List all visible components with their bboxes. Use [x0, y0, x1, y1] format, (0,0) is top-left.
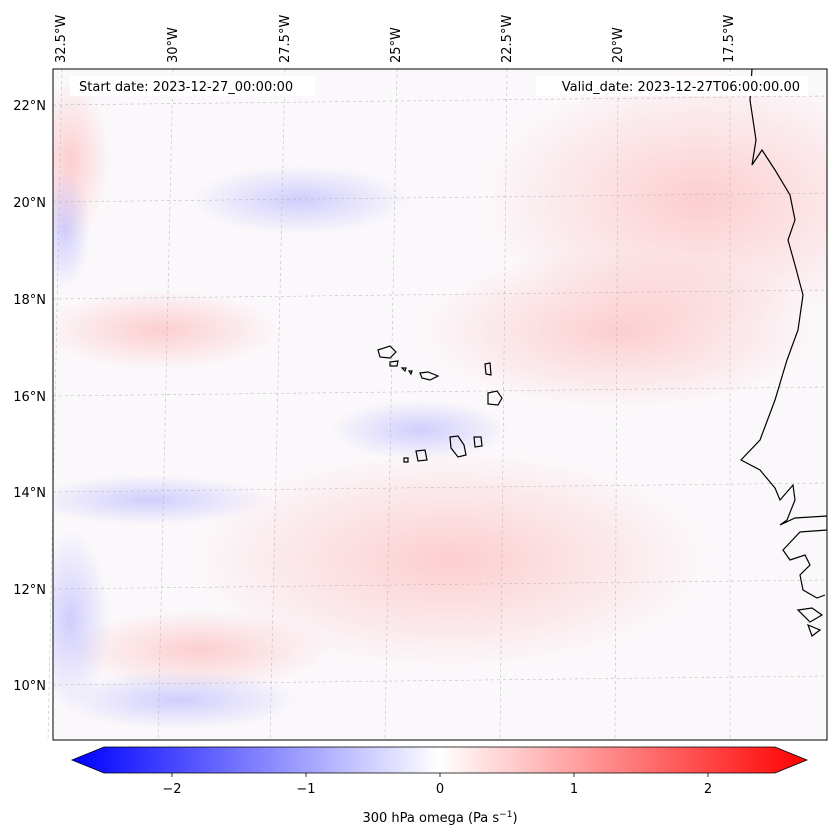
lat-label-10n: 10°N [13, 679, 46, 694]
coast-islands [796, 607, 824, 637]
lat-label-20n: 20°N [13, 196, 46, 211]
africa-coast [740, 69, 827, 599]
colorbar-ticks [171, 773, 709, 777]
lon-label-20w: 20°W [611, 27, 626, 63]
lat-label-16n: 16°N [13, 390, 46, 405]
lon-label-32-5w: 32.5°W [54, 15, 69, 63]
lon-label-17-5w: 17.5°W [722, 15, 737, 63]
lat-label-12n: 12°N [13, 583, 46, 598]
colorbar-tick-0: 0 [436, 782, 444, 797]
coastline [740, 69, 827, 637]
gridlines [47, 68, 828, 741]
colorbar-label: 300 hPa omega (Pa s−1) [362, 810, 517, 826]
cape-verde-islands [377, 345, 503, 463]
colorbar-tick-1: 1 [570, 782, 578, 797]
lat-label-22n: 22°N [13, 99, 46, 114]
lat-label-14n: 14°N [13, 486, 46, 501]
omega-field [53, 69, 827, 740]
longitude-labels: 32.5°W 30°W 27.5°W 25°W 22.5°W 20°W 17.5… [54, 15, 737, 63]
colorbar-body [70, 746, 809, 774]
lon-label-27-5w: 27.5°W [278, 15, 293, 63]
colorbar-tick-2: 2 [704, 782, 712, 797]
lat-label-18n: 18°N [13, 293, 46, 308]
start-date-label: Start date: 2023-12-27_00:00:00 [79, 80, 293, 95]
lon-label-25w: 25°W [389, 27, 404, 63]
latitude-labels: 22°N 20°N 18°N 16°N 14°N 12°N 10°N [13, 99, 46, 694]
colorbar: −2 −1 0 1 2 300 hPa omega (Pa s−1) [70, 746, 809, 826]
colorbar-tick-neg2: −2 [162, 782, 181, 797]
map-frame [52, 68, 828, 741]
valid-date-label: Valid_date: 2023-12-27T06:00:00.00 [562, 80, 800, 95]
colorbar-tick-neg1: −1 [296, 782, 315, 797]
lon-label-30w: 30°W [166, 27, 181, 63]
lon-label-22-5w: 22.5°W [500, 15, 515, 63]
